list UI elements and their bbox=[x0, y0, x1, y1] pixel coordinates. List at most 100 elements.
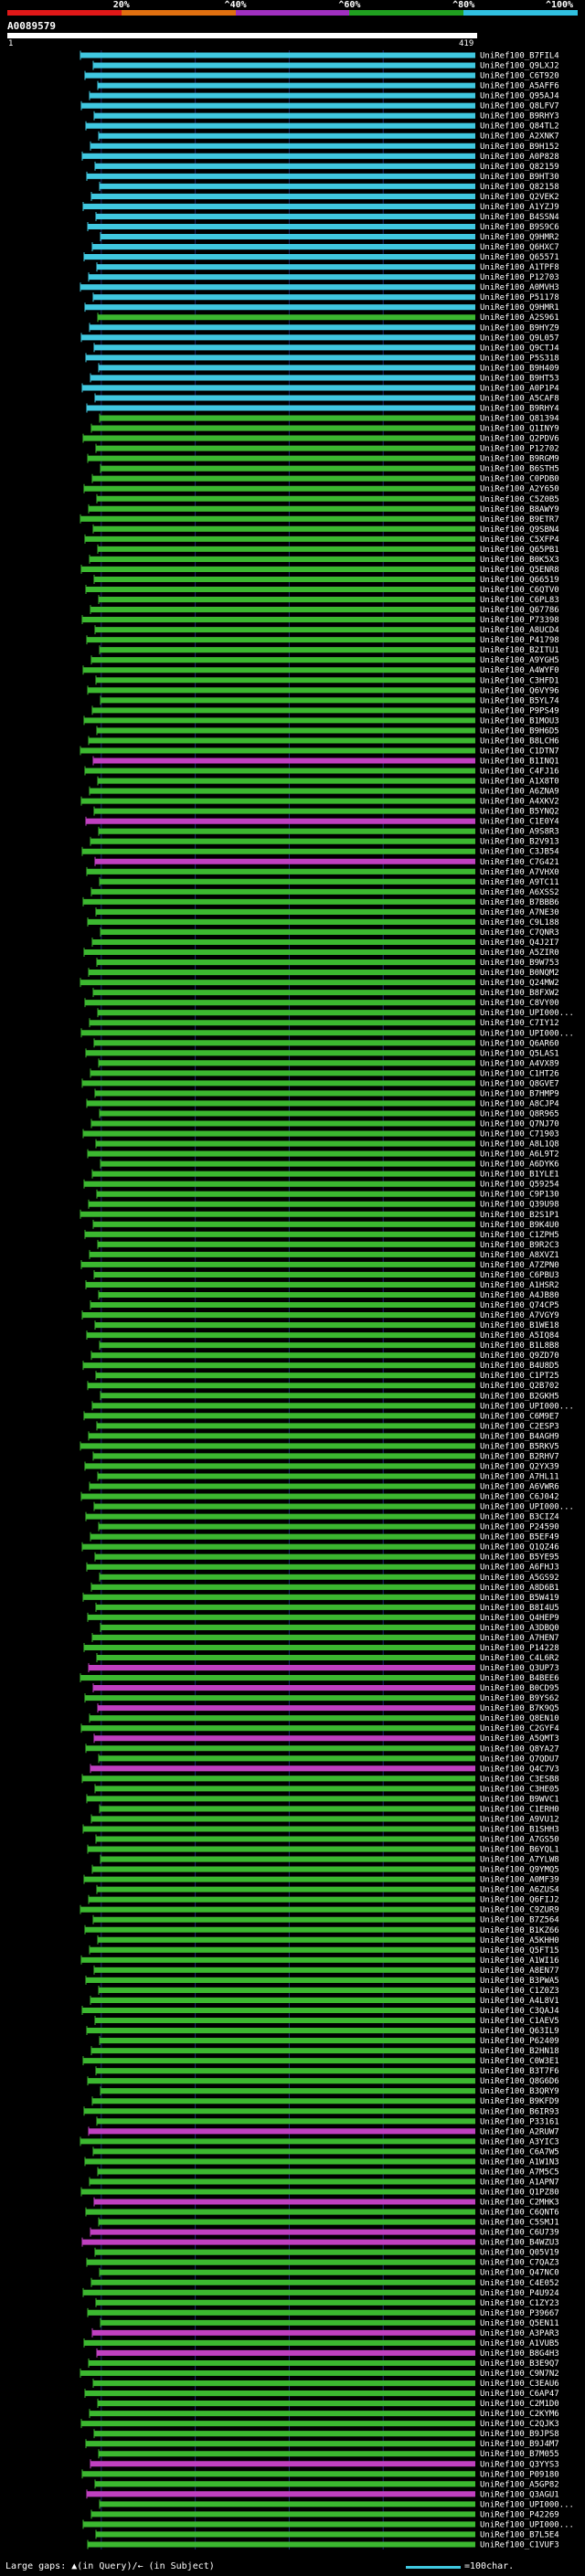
hit-label[interactable]: UniRef100_B9K4U0 bbox=[480, 1221, 559, 1230]
hit-label[interactable]: UniRef100_Q65571 bbox=[480, 253, 559, 262]
hit-label[interactable]: UniRef100_P41798 bbox=[480, 636, 559, 645]
hit-label[interactable]: UniRef100_B2S1P1 bbox=[480, 1211, 559, 1220]
hit-label[interactable]: UniRef100_B2HN18 bbox=[480, 2047, 559, 2056]
hit-label[interactable]: UniRef100_B8G4H3 bbox=[480, 2349, 559, 2359]
hit-label[interactable]: UniRef100_A5KHH0 bbox=[480, 1936, 559, 1945]
hit-label[interactable]: UniRef100_C1AEV5 bbox=[480, 2017, 559, 2026]
hit-label[interactable]: UniRef100_A3PAR3 bbox=[480, 2329, 559, 2338]
hit-label[interactable]: UniRef100_B1L8B8 bbox=[480, 1341, 559, 1351]
hit-label[interactable]: UniRef100_B7Z564 bbox=[480, 1916, 559, 1925]
hit-label[interactable]: UniRef100_B6STH5 bbox=[480, 465, 559, 474]
hit-label[interactable]: UniRef100_A6FHJ3 bbox=[480, 1564, 559, 1573]
hit-label[interactable]: UniRef100_C5Z0B5 bbox=[480, 495, 559, 504]
hit-label[interactable]: UniRef100_B3PWA5 bbox=[480, 1977, 559, 1986]
hit-label[interactable]: UniRef100_A1VUB5 bbox=[480, 2339, 559, 2348]
hit-label[interactable]: UniRef100_C1ERH0 bbox=[480, 1805, 559, 1814]
hit-label[interactable]: UniRef100_B9H6D5 bbox=[480, 726, 559, 736]
hit-label[interactable]: UniRef100_Q2B702 bbox=[480, 1382, 559, 1391]
hit-label[interactable]: UniRef100_B9HYZ9 bbox=[480, 323, 559, 333]
hit-label[interactable]: UniRef100_C5SMJ1 bbox=[480, 2219, 559, 2228]
hit-label[interactable]: UniRef100_B3CIZ4 bbox=[480, 1513, 559, 1522]
hit-label[interactable]: UniRef100_Q6HXC7 bbox=[480, 243, 559, 252]
hit-label[interactable]: UniRef100_A7HEN7 bbox=[480, 1634, 559, 1643]
hit-label[interactable]: UniRef100_UPI000... bbox=[480, 2520, 574, 2529]
hit-label[interactable]: UniRef100_A7VHX0 bbox=[480, 868, 559, 877]
hit-label[interactable]: UniRef100_B8LCH6 bbox=[480, 737, 559, 746]
hit-label[interactable]: UniRef100_Q84TL2 bbox=[480, 122, 559, 132]
hit-label[interactable]: UniRef100_Q63IL9 bbox=[480, 2027, 559, 2036]
hit-label[interactable]: UniRef100_Q7NJ70 bbox=[480, 1120, 559, 1129]
hit-label[interactable]: UniRef100_C8VY00 bbox=[480, 999, 559, 1008]
hit-label[interactable]: UniRef100_C5XFP4 bbox=[480, 535, 559, 545]
hit-label[interactable]: UniRef100_A8CJP4 bbox=[480, 1099, 559, 1108]
hit-label[interactable]: UniRef100_Q4HEP9 bbox=[480, 1614, 559, 1623]
hit-label[interactable]: UniRef100_A5CAF8 bbox=[480, 394, 559, 403]
hit-label[interactable]: UniRef100_B9HT53 bbox=[480, 374, 559, 383]
hit-label[interactable]: UniRef100_A7VGY9 bbox=[480, 1311, 559, 1320]
hit-label[interactable]: UniRef100_C7QAZ3 bbox=[480, 2259, 559, 2268]
hit-label[interactable]: UniRef100_A6L9T2 bbox=[480, 1150, 559, 1160]
hit-label[interactable]: UniRef100_Q1QZ46 bbox=[480, 1543, 559, 1553]
hit-label[interactable]: UniRef100_Q5EN11 bbox=[480, 2319, 559, 2328]
hit-label[interactable]: UniRef100_C2QJK3 bbox=[480, 2420, 559, 2429]
hit-label[interactable]: UniRef100_C0W3E1 bbox=[480, 2057, 559, 2066]
hit-label[interactable]: UniRef100_C1Z0Z3 bbox=[480, 1987, 559, 1996]
hit-label[interactable]: UniRef100_C7IY12 bbox=[480, 1019, 559, 1028]
hit-label[interactable]: UniRef100_C9ZUR9 bbox=[480, 1906, 559, 1915]
hit-label[interactable]: UniRef100_B4U8D5 bbox=[480, 1362, 559, 1371]
hit-label[interactable]: UniRef100_P33161 bbox=[480, 2117, 559, 2126]
hit-label[interactable]: UniRef100_C4E052 bbox=[480, 2279, 559, 2288]
hit-label[interactable]: UniRef100_B8FXW2 bbox=[480, 989, 559, 998]
hit-label[interactable]: UniRef100_B5EF49 bbox=[480, 1533, 559, 1542]
hit-label[interactable]: UniRef100_C1HT26 bbox=[480, 1069, 559, 1078]
hit-label[interactable]: UniRef100_A1APN7 bbox=[480, 2178, 559, 2187]
hit-label[interactable]: UniRef100_B0K5X3 bbox=[480, 556, 559, 565]
hit-label[interactable]: UniRef100_Q6FIJ2 bbox=[480, 1896, 559, 1905]
hit-label[interactable]: UniRef100_A6XSS2 bbox=[480, 888, 559, 897]
hit-label[interactable]: UniRef100_Q5FT15 bbox=[480, 1946, 559, 1956]
hit-label[interactable]: UniRef100_B9KFD9 bbox=[480, 2097, 559, 2106]
hit-label[interactable]: UniRef100_Q66519 bbox=[480, 576, 559, 585]
hit-label[interactable]: UniRef100_C1VUF3 bbox=[480, 2540, 559, 2549]
hit-label[interactable]: UniRef100_C1E0Y4 bbox=[480, 818, 559, 827]
hit-label[interactable]: UniRef100_C0PDB0 bbox=[480, 475, 559, 484]
hit-label[interactable]: UniRef100_A5QMT3 bbox=[480, 1734, 559, 1744]
hit-label[interactable]: UniRef100_B5W419 bbox=[480, 1594, 559, 1603]
hit-label[interactable]: UniRef100_P39667 bbox=[480, 2309, 559, 2318]
hit-label[interactable]: UniRef100_Q05V19 bbox=[480, 2249, 559, 2258]
hit-label[interactable]: UniRef100_B7L5E4 bbox=[480, 2530, 559, 2539]
hit-label[interactable]: UniRef100_A8EN77 bbox=[480, 1966, 559, 1976]
hit-label[interactable]: UniRef100_B9WVC1 bbox=[480, 1795, 559, 1804]
hit-label[interactable]: UniRef100_C3EAU6 bbox=[480, 2380, 559, 2389]
hit-label[interactable]: UniRef100_Q1INY9 bbox=[480, 425, 559, 434]
hit-label[interactable]: UniRef100_B1INQ1 bbox=[480, 757, 559, 766]
hit-label[interactable]: UniRef100_B2RHV7 bbox=[480, 1452, 559, 1461]
hit-label[interactable]: UniRef100_B7M055 bbox=[480, 2450, 559, 2459]
hit-label[interactable]: UniRef100_P5S318 bbox=[480, 354, 559, 363]
hit-label[interactable]: UniRef100_A7HL11 bbox=[480, 1472, 559, 1481]
hit-label[interactable]: UniRef100_A9VU12 bbox=[480, 1815, 559, 1824]
hit-label[interactable]: UniRef100_C2M1D0 bbox=[480, 2400, 559, 2409]
hit-label[interactable]: UniRef100_Q9LXJ2 bbox=[480, 62, 559, 71]
hit-label[interactable]: UniRef100_A5AFF6 bbox=[480, 82, 559, 91]
hit-label[interactable]: UniRef100_Q47NC0 bbox=[480, 2269, 559, 2278]
hit-label[interactable]: UniRef100_A2S961 bbox=[480, 313, 559, 323]
hit-label[interactable]: UniRef100_C1ZPH5 bbox=[480, 1231, 559, 1240]
hit-label[interactable]: UniRef100_Q59254 bbox=[480, 1181, 559, 1190]
hit-label[interactable]: UniRef100_A4JB80 bbox=[480, 1291, 559, 1300]
hit-label[interactable]: UniRef100_C1DTN7 bbox=[480, 747, 559, 756]
hit-label[interactable]: UniRef100_Q9CTJ4 bbox=[480, 344, 559, 353]
hit-label[interactable]: UniRef100_Q39U98 bbox=[480, 1201, 559, 1210]
hit-label[interactable]: UniRef100_C3QAJ4 bbox=[480, 2007, 559, 2016]
hit-label[interactable]: UniRef100_C6U739 bbox=[480, 2229, 559, 2238]
hit-label[interactable]: UniRef100_A6ZNA9 bbox=[480, 788, 559, 797]
hit-label[interactable]: UniRef100_UPI000... bbox=[480, 2500, 574, 2509]
hit-label[interactable]: UniRef100_Q8LFV7 bbox=[480, 102, 559, 111]
hit-label[interactable]: UniRef100_C4L6R2 bbox=[480, 1654, 559, 1663]
hit-label[interactable]: UniRef100_A7M5C5 bbox=[480, 2168, 559, 2177]
hit-label[interactable]: UniRef100_B0NQM2 bbox=[480, 969, 559, 978]
hit-label[interactable]: UniRef100_A4WYF0 bbox=[480, 666, 559, 675]
hit-label[interactable]: UniRef100_C9N7N2 bbox=[480, 2369, 559, 2379]
hit-label[interactable]: UniRef100_C3HFD1 bbox=[480, 676, 559, 685]
hit-label[interactable]: UniRef100_A1YZJ9 bbox=[480, 203, 559, 212]
